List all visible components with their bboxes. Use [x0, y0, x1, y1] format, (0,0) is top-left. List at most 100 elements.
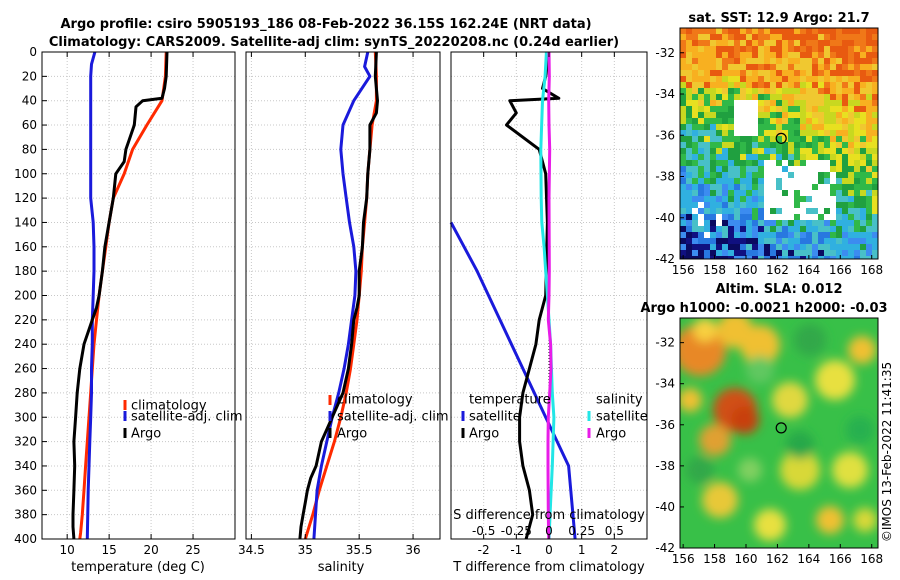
sst-cell — [752, 148, 758, 154]
sst-cell — [692, 76, 698, 82]
sst-cell — [728, 196, 734, 202]
sst-cell — [794, 28, 800, 34]
sst-cell — [716, 178, 722, 184]
sst-cell — [746, 130, 752, 136]
sst-cell — [860, 142, 866, 148]
sst-cell — [740, 76, 746, 82]
depth-tick-label: 180 — [14, 264, 37, 278]
sst-cell — [848, 52, 854, 58]
sst-cell — [740, 208, 746, 214]
sst-cell — [704, 154, 710, 160]
sst-cell — [806, 250, 812, 256]
sst-cell — [860, 136, 866, 142]
sst-cell — [770, 106, 776, 112]
sst-cell — [782, 124, 788, 130]
sst-cell — [710, 250, 716, 256]
sst-cell — [686, 226, 692, 232]
sst-cell — [740, 82, 746, 88]
sst-cell — [710, 64, 716, 70]
sst-cell — [872, 64, 878, 70]
sst-cell — [770, 52, 776, 58]
sst-cell — [776, 208, 782, 214]
sst-cell — [824, 82, 830, 88]
sst-cell — [866, 124, 872, 130]
sst-cell — [794, 250, 800, 256]
sst-cell — [794, 58, 800, 64]
sst-cell — [812, 46, 818, 52]
sst-cell — [788, 184, 794, 190]
sst-cell — [686, 58, 692, 64]
salinity-legend: climatology satellite-adj. clim Argo — [328, 393, 449, 442]
sst-cell — [770, 238, 776, 244]
sst-cell — [692, 70, 698, 76]
difference-legend: temperature satellite Argo salinity sate… — [461, 393, 648, 442]
sst-cell — [746, 136, 752, 142]
sst-cell — [722, 160, 728, 166]
sst-cell — [854, 238, 860, 244]
sst-cell — [866, 76, 872, 82]
sst-cell — [716, 202, 722, 208]
sst-cell — [734, 82, 740, 88]
sla-map-title-line1: Altim. SLA: 0.012 — [716, 282, 843, 297]
sst-cell — [698, 124, 704, 130]
sst-cell — [716, 100, 722, 106]
sst-cell — [782, 154, 788, 160]
sst-cell — [794, 154, 800, 160]
sst-cell — [704, 238, 710, 244]
sst-cell — [782, 214, 788, 220]
sst-cell — [830, 160, 836, 166]
map-y-tick-label: -36 — [655, 418, 675, 432]
sst-cell — [746, 100, 752, 106]
sst-cell — [692, 118, 698, 124]
sst-cell — [866, 100, 872, 106]
sst-cell — [872, 112, 878, 118]
sst-cell — [758, 58, 764, 64]
sst-cell — [872, 256, 878, 259]
sst-cell — [764, 64, 770, 70]
sst-cell — [686, 148, 692, 154]
sst-cell — [788, 46, 794, 52]
sst-cell — [704, 256, 710, 259]
legend-sal-satellite: satellite — [596, 410, 648, 425]
sst-cell — [728, 76, 734, 82]
sst-cell — [830, 34, 836, 40]
sst-cell — [842, 214, 848, 220]
sst-cell — [734, 58, 740, 64]
sst-cell — [758, 130, 764, 136]
sst-cell — [836, 214, 842, 220]
sst-cell — [824, 28, 830, 34]
sst-cell — [788, 82, 794, 88]
sst-cell — [716, 112, 722, 118]
sst-cell — [698, 190, 704, 196]
sst-cell — [860, 58, 866, 64]
sst-cell — [812, 106, 818, 112]
sst-cell — [794, 142, 800, 148]
sst-cell — [776, 40, 782, 46]
sst-cell — [794, 130, 800, 136]
sst-cell — [824, 64, 830, 70]
sst-cell — [824, 214, 830, 220]
sst-cell — [848, 64, 854, 70]
sst-cell — [740, 166, 746, 172]
sst-cell — [716, 190, 722, 196]
sst-cell — [836, 58, 842, 64]
sst-cell — [824, 100, 830, 106]
sst-cell — [854, 148, 860, 154]
sst-cell — [842, 124, 848, 130]
sst-cell — [836, 196, 842, 202]
sst-cell — [716, 196, 722, 202]
sst-cell — [854, 58, 860, 64]
sst-cell — [788, 166, 794, 172]
sst-cell — [704, 46, 710, 52]
sst-cell — [788, 124, 794, 130]
sst-cell — [866, 178, 872, 184]
temp-legend-argo: Argo — [131, 427, 161, 442]
sst-cell — [776, 118, 782, 124]
sst-cell — [860, 196, 866, 202]
sst-cell — [818, 64, 824, 70]
sst-cell — [812, 100, 818, 106]
sst-cell — [752, 136, 758, 142]
sst-cell — [680, 82, 686, 88]
sst-cell — [770, 148, 776, 154]
sst-cell — [776, 226, 782, 232]
